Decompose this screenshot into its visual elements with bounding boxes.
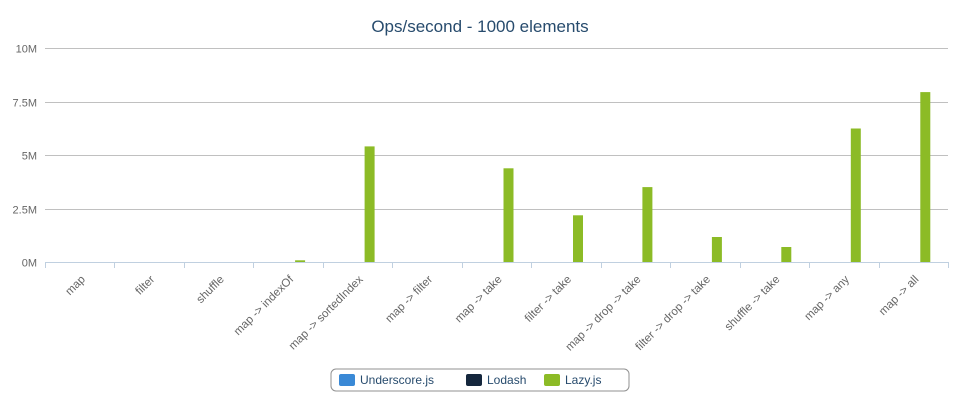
y-tick-label: 0M — [22, 258, 37, 270]
legend-swatch — [466, 374, 482, 386]
y-tick-label: 2.5M — [13, 205, 37, 217]
legend-swatch — [339, 374, 355, 386]
x-tick-label: filter — [133, 274, 157, 298]
legend-label: Lodash — [487, 373, 526, 387]
series-lazy-js — [295, 92, 931, 262]
x-tick-label: map -> any — [803, 273, 853, 323]
y-tick-label: 7.5M — [13, 98, 37, 110]
y-tick-label: 5M — [22, 151, 37, 163]
x-tick-label: filter -> take — [523, 274, 574, 325]
x-tick-label: map -> indexOf — [232, 273, 297, 338]
x-tick-label: shuffle -> take — [723, 274, 783, 334]
bar-lazy-js-map-take — [503, 168, 514, 262]
x-tick-label: map -> take — [453, 274, 505, 326]
x-tick-label: map -> filter — [384, 274, 436, 326]
chart-title: Ops/second - 1000 elements — [371, 17, 588, 36]
legend-label: Underscore.js — [360, 373, 434, 387]
x-tick-label: filter -> drop -> take — [634, 274, 713, 353]
legend: Underscore.js Lodash Lazy.js — [330, 368, 630, 392]
bar-lazy-js-map-any — [850, 128, 861, 262]
bar-lazy-js-map-all — [920, 92, 931, 262]
y-axis-tick-labels: 0M 2.5M 5M 7.5M 10M — [13, 44, 37, 270]
x-tick-label: map — [64, 274, 88, 298]
legend-item-lazy-js[interactable]: Lazy.js — [544, 373, 601, 387]
bar-series — [295, 92, 931, 262]
bar-lazy-js-filter-take — [573, 215, 583, 262]
legend-item-underscore-js[interactable]: Underscore.js — [339, 373, 434, 387]
legend-swatch — [544, 374, 560, 386]
x-tick-label: shuffle — [194, 274, 226, 306]
legend-item-lodash[interactable]: Lodash — [466, 373, 526, 387]
x-axis — [45, 262, 949, 268]
x-tick-label: map -> drop -> take — [564, 274, 644, 354]
bar-lazy-js-map-indexof — [295, 260, 306, 262]
x-tick-label: map -> all — [877, 274, 921, 318]
bar-lazy-js-map-sortedindex — [364, 146, 375, 262]
y-tick-label: 10M — [16, 44, 37, 56]
grid-lines — [45, 48, 948, 263]
bar-lazy-js-map-drop-take — [642, 187, 653, 262]
legend-label: Lazy.js — [565, 373, 601, 387]
bar-lazy-js-shuffle-take — [781, 247, 792, 262]
x-tick-label: map -> sortedIndex — [287, 273, 366, 352]
bar-lazy-js-filter-drop-take — [711, 237, 722, 262]
